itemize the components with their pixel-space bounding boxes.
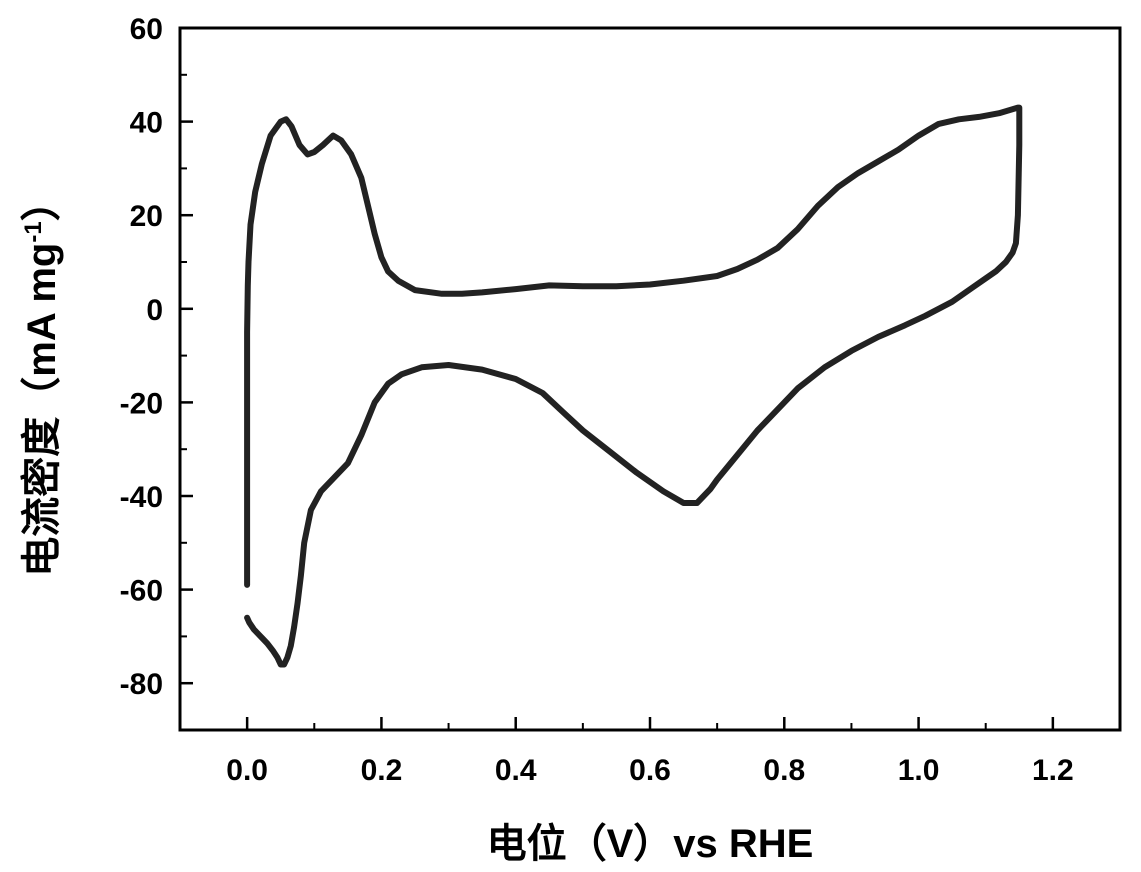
plot-frame (178, 26, 1122, 732)
y-tick-label: 60 (130, 13, 163, 46)
y-axis-title: 电流密度（mA mg-1） (20, 181, 64, 576)
y-axis-title-main: 电流密度（mA mg (20, 243, 64, 577)
axis-tick-labels: 0.0 0.2 0.4 0.6 0.8 1.0 1.2 60 40 20 0 -20 -40 -60 -80 (120, 13, 1074, 787)
y-tick-label: -80 (120, 668, 163, 701)
x-tick-label: 0.0 (226, 754, 268, 787)
y-tick-label: 40 (130, 107, 163, 140)
x-tick-label: 0.2 (361, 754, 403, 787)
y-tick-label: -40 (120, 481, 163, 514)
axis-ticks (180, 26, 1055, 730)
x-tick-label: 0.6 (629, 754, 671, 787)
y-tick-label: -60 (120, 575, 163, 608)
y-tick-label: 0 (146, 294, 163, 327)
y-tick-label: 20 (130, 200, 163, 233)
x-tick-label: 0.8 (763, 754, 805, 787)
cv-curve (244, 104, 1023, 668)
x-tick-label: 0.4 (495, 754, 537, 787)
x-tick-label: 1.2 (1032, 754, 1074, 787)
x-tick-label: 1.0 (898, 754, 940, 787)
x-axis-title: 电位（V）vs RHE (487, 822, 814, 866)
y-tick-label: -20 (120, 387, 163, 420)
y-axis-title-close: ） (20, 181, 64, 221)
y-axis-title-sup: -1 (20, 221, 47, 242)
data-series (244, 104, 1023, 668)
